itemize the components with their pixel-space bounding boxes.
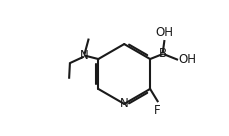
Text: OH: OH [179, 53, 196, 66]
Text: N: N [80, 49, 88, 62]
Text: OH: OH [155, 26, 173, 39]
Text: B: B [159, 47, 167, 60]
Text: N: N [120, 97, 129, 110]
Text: F: F [154, 104, 161, 117]
